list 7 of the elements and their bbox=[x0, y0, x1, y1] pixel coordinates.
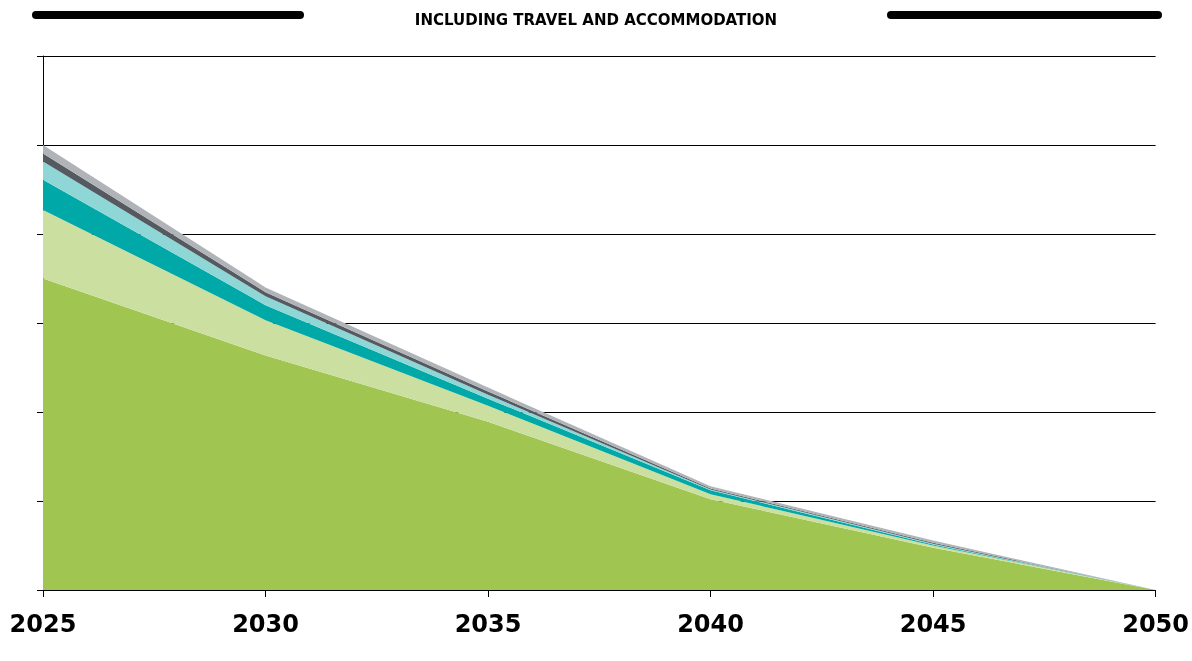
x-tick-label: 2045 bbox=[899, 610, 967, 638]
chart-title: INCLUDING TRAVEL AND ACCOMMODATION bbox=[414, 10, 778, 29]
x-tick-label: 2025 bbox=[9, 610, 77, 638]
x-tick-label: 2035 bbox=[454, 610, 522, 638]
x-tick-label: 2040 bbox=[677, 610, 744, 638]
x-tick-label: 2050 bbox=[1122, 610, 1189, 638]
x-tick-label: 2030 bbox=[232, 610, 299, 638]
